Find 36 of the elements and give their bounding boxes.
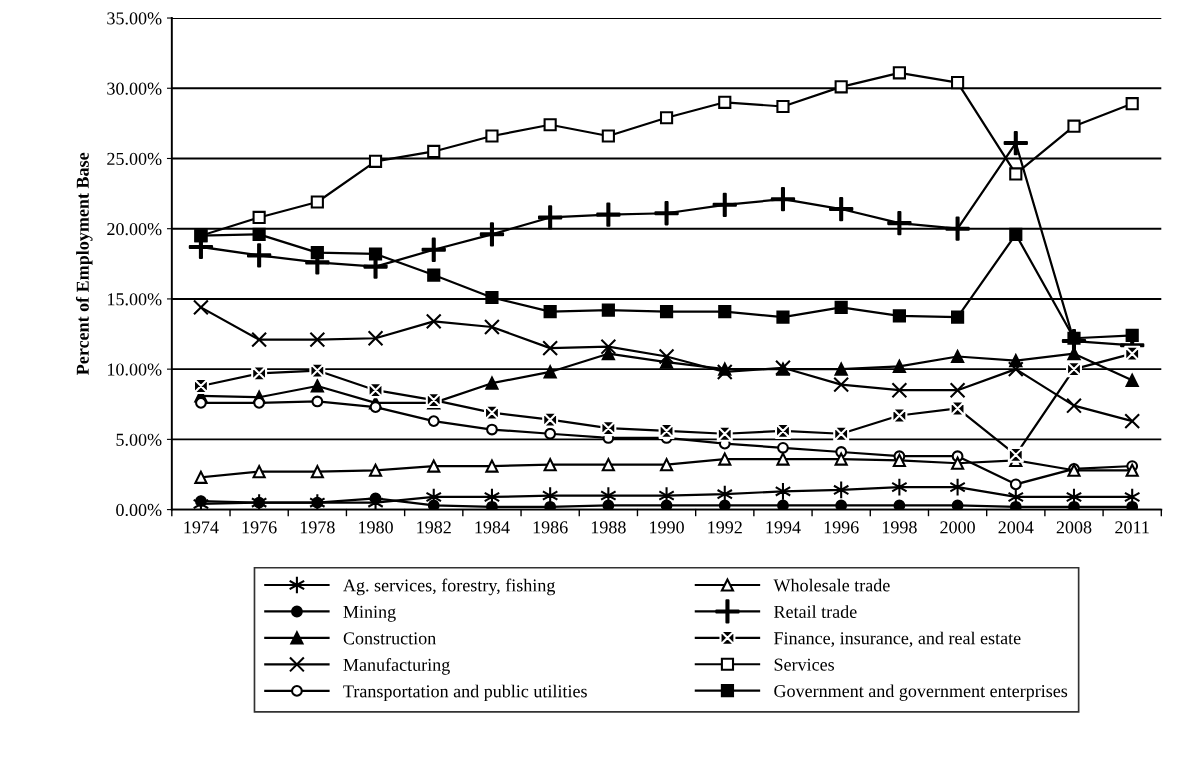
y-tick-label: 35.00%	[107, 12, 162, 25]
legend-label: Wholesale trade	[773, 578, 890, 592]
legend-label: Construction	[343, 632, 436, 645]
x-tick-label: 1974	[184, 521, 219, 534]
x-tick-label: 1980	[359, 521, 393, 534]
y-tick-label: 5.00%	[116, 433, 162, 446]
x-tick-label: 1998	[882, 521, 917, 534]
legend-label: Transportation and public utilities	[343, 684, 587, 702]
x-tick-label: 1988	[591, 521, 626, 534]
y-tick-label: 20.00%	[107, 222, 162, 236]
legend-label: Retail trade	[774, 605, 857, 618]
legend-label: Finance, insurance, and real estate	[774, 631, 1021, 647]
legend-label: Ag. services, forestry, fishing	[343, 578, 556, 596]
x-tick-label: 1992	[708, 521, 742, 534]
x-tick-label: 1994	[766, 521, 801, 534]
legend-label: Government and government enterprises	[774, 684, 1068, 701]
x-tick-label: 1984	[475, 521, 510, 534]
x-tick-label: 1986	[533, 521, 568, 534]
x-tick-label: 1990	[650, 521, 684, 534]
x-tick-label: 1978	[300, 521, 335, 534]
x-tick-label: 2011	[1115, 521, 1149, 534]
x-tick-label: 2000	[940, 521, 975, 534]
x-tick-label: 2004	[998, 521, 1034, 534]
legend-label: Mining	[343, 605, 396, 622]
y-tick-label: 0.00%	[116, 503, 162, 517]
x-tick-label: 2008	[1056, 521, 1092, 534]
y-tick-label: 30.00%	[107, 82, 162, 95]
legend-label: Services	[774, 658, 835, 671]
y-tick-label: 10.00%	[108, 363, 162, 376]
x-tick-label: 1982	[417, 521, 451, 534]
y-axis-title: Percent of Employment Base	[75, 152, 93, 375]
legend-label: Manufacturing	[343, 658, 450, 675]
x-tick-label: 1996	[824, 521, 859, 534]
y-tick-label: 25.00%	[107, 152, 162, 165]
x-tick-label: 1976	[242, 521, 277, 534]
y-tick-label: 15.00%	[108, 293, 162, 306]
